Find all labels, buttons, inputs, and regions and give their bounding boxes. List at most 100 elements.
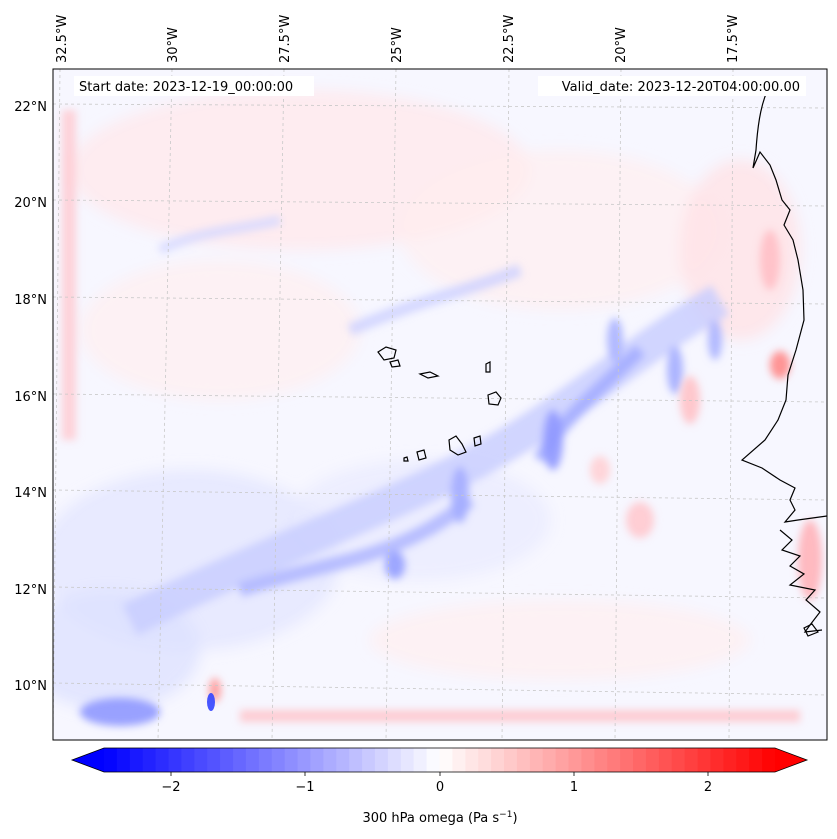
- colorbar-swatch: [271, 748, 286, 772]
- colorbar-swatch: [362, 748, 376, 772]
- colorbar-swatch: [323, 748, 337, 772]
- colorbar-swatch: [671, 748, 686, 772]
- colorbar-swatch: [426, 748, 441, 772]
- colorbar-swatch: [710, 748, 724, 772]
- west-africa-coastline: [740, 84, 827, 523]
- colorbar-label: 300 hPa omega (Pa s−1): [362, 810, 517, 826]
- colorbar-swatch: [762, 748, 776, 772]
- colorbar-swatch: [542, 748, 557, 772]
- colorbar-tick-label: 1: [570, 780, 578, 795]
- colorbar-swatch: [529, 748, 544, 772]
- colorbar-swatch: [568, 748, 583, 772]
- island-santo-antao: [377, 346, 397, 361]
- colorbar-swatch: [142, 748, 157, 772]
- colorbar-swatch: [284, 748, 299, 772]
- coastline: [377, 84, 827, 637]
- colorbar-swatch: [349, 748, 363, 772]
- colorbar-swatch: [245, 748, 260, 772]
- latitude-label: 16°N: [14, 390, 47, 405]
- map-panel: Start date: 2023-12-19_00:00:00 Valid_da…: [52, 68, 828, 741]
- island-santiago: [448, 435, 467, 456]
- omega-ascent-band: [80, 215, 729, 726]
- colorbar-swatch: [220, 748, 234, 772]
- start-date-text: Start date: 2023-12-19_00:00:00: [79, 80, 293, 95]
- colorbar-swatch: [129, 748, 144, 772]
- colorbar-swatch: [607, 748, 621, 772]
- longitude-label: 22.5°W: [502, 15, 517, 63]
- island-sao-nicolau: [418, 371, 440, 379]
- latitude-label: 12°N: [14, 583, 47, 598]
- omega-broad-washes: [53, 90, 800, 710]
- colorbar-swatch: [413, 748, 428, 772]
- colorbar-swatch: [310, 748, 324, 772]
- colorbar-tick-label: 2: [704, 780, 712, 795]
- island-bissagos: [803, 623, 819, 637]
- longitude-label: 25°W: [390, 27, 405, 63]
- colorbar-swatch: [104, 748, 118, 772]
- colorbar-tick-label: 0: [436, 780, 444, 795]
- colorbar-swatch: [516, 748, 531, 772]
- colorbar-swatch: [116, 748, 131, 772]
- colorbar-swatch: [645, 748, 660, 772]
- island-sal: [485, 361, 491, 373]
- colorbar-outline: [70, 747, 809, 773]
- island-brava: [403, 456, 409, 462]
- latitude-label: 22°N: [14, 100, 47, 115]
- colorbar-ticks: [170, 772, 709, 776]
- colorbar-swatch: [736, 748, 750, 772]
- colorbar-swatch: [400, 748, 415, 772]
- colorbar-swatch: [194, 748, 208, 772]
- start-date-box: [74, 76, 314, 96]
- colorbar-extend-max: [775, 748, 807, 772]
- colorbar-label-main: 300 hPa omega (Pa s: [362, 811, 499, 826]
- colorbar-swatch: [633, 748, 647, 772]
- omega-field: [53, 69, 827, 740]
- colorbar-swatch: [749, 748, 763, 772]
- colorbar-extend-min: [72, 748, 104, 772]
- colorbar-swatch: [594, 748, 608, 772]
- latitude-label: 18°N: [14, 293, 47, 308]
- colorbar-swatch: [233, 748, 247, 772]
- colorbar-swatch: [452, 748, 466, 772]
- colorbar-swatch: [504, 748, 518, 772]
- valid-date-box: [538, 76, 806, 96]
- colorbar-swatch: [155, 748, 170, 772]
- longitude-label: 30°W: [166, 27, 181, 63]
- colorbar-swatch: [336, 748, 350, 772]
- longitude-label: 32.5°W: [55, 15, 70, 63]
- colorbar-swatch: [465, 748, 479, 772]
- colorbar-label-end: ): [512, 811, 517, 826]
- omega-subsidence-features: [62, 110, 822, 722]
- island-sao-vicente: [389, 359, 401, 368]
- colorbar-swatch: [258, 748, 273, 772]
- latitude-label: 10°N: [14, 679, 47, 694]
- colorbar-tick-label: −1: [295, 780, 314, 795]
- latitude-label: 14°N: [14, 486, 47, 501]
- latitude-label: 20°N: [14, 196, 47, 211]
- latitude-labels: 22°N 20°N 18°N 16°N 14°N 12°N 10°N: [14, 100, 47, 694]
- longitude-label: 20°W: [614, 27, 629, 63]
- valid-date-text: Valid_date: 2023-12-20T04:00:00.00: [562, 80, 800, 95]
- colorbar-swatch: [697, 748, 712, 772]
- longitude-label: 17.5°W: [726, 15, 741, 63]
- colorbar-swatch: [555, 748, 570, 772]
- omega-strong-ascent-cell: [207, 693, 215, 711]
- colorbar-swatch: [297, 748, 312, 772]
- colorbar-swatch: [478, 748, 492, 772]
- colorbar-swatch: [439, 748, 453, 772]
- longitude-label: 27.5°W: [278, 15, 293, 63]
- colorbar-swatch: [491, 748, 505, 772]
- longitude-labels: 32.5°W 30°W 27.5°W 25°W 22.5°W 20°W 17.5…: [55, 15, 741, 63]
- graticule: [53, 69, 827, 740]
- colorbar-swatch: [168, 748, 183, 772]
- colorbar-swatch: [387, 748, 402, 772]
- colorbar: −2 −1 0 1 2 300 hPa omega (Pa s−1): [70, 747, 809, 826]
- colorbar-swatch: [374, 748, 389, 772]
- colorbar-swatch: [581, 748, 595, 772]
- colorbar-swatch: [658, 748, 673, 772]
- colorbar-swatch: [181, 748, 195, 772]
- island-fogo: [416, 449, 427, 461]
- colorbar-swatch: [723, 748, 737, 772]
- colorbar-swatch: [207, 748, 221, 772]
